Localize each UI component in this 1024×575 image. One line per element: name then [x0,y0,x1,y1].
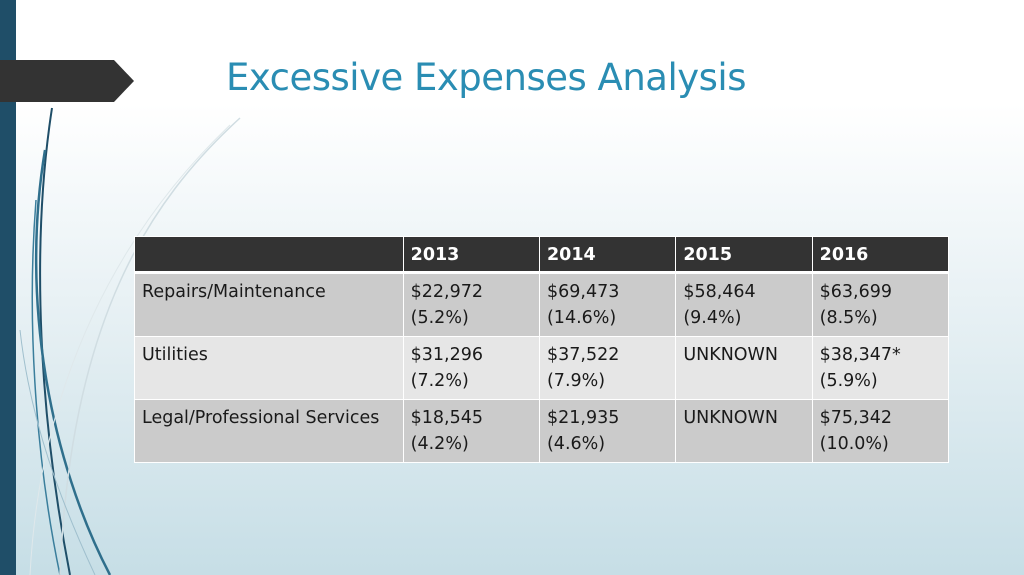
cell-amount: $69,473 [546,282,620,302]
cell-amount: UNKNOWN [683,345,778,365]
cell-percent: (4.2%) [410,434,469,454]
table-cell: $31,296 (7.2%) [402,336,540,400]
cell-amount: $38,347* [819,345,901,365]
header-cell-label [134,236,404,274]
table-header-row: 2013 2014 2015 2016 [134,236,950,274]
header-cell-2016: 2016 [811,236,950,274]
cell-percent: (8.5%) [819,308,878,328]
decorative-swooshes [19,107,241,575]
table-row: Utilities $31,296 (7.2%) $37,522 (7.9%) UN… [134,336,950,400]
cell-percent: (7.2%) [410,371,469,391]
row-label: Repairs/Maintenance [134,272,404,337]
cell-amount: UNKNOWN [683,408,778,428]
cell-amount: $18,545 [410,408,484,428]
cell-percent: (5.2%) [410,308,469,328]
header-cell-2015: 2015 [675,236,813,274]
table-row: Legal/Professional Services $18,545 (4.2%… [134,399,950,463]
cell-amount: $22,972 [410,282,484,302]
cell-amount: $58,464 [683,282,756,302]
cell-amount: $31,296 [410,345,484,365]
table-cell: $37,522 (7.9%) [538,336,677,400]
title-arrow-shape [0,60,134,102]
table-row: Repairs/Maintenance $22,972 (5.2%) $69,47… [134,272,950,337]
cell-amount: $75,342 [819,408,893,428]
cell-percent: (10.0%) [819,434,889,454]
cell-percent: (5.9%) [819,371,878,391]
table-cell: $69,473 (14.6%) [538,272,677,337]
header-cell-2014: 2014 [538,236,677,274]
table-cell: $22,972 (5.2%) [402,272,540,337]
header-cell-2013: 2013 [402,236,540,274]
expenses-table: 2013 2014 2015 2016 Repairs/Maintenance … [134,236,950,463]
table-cell: $21,935 (4.6%) [538,399,677,463]
table-cell: $75,342 (10.0%) [811,399,950,463]
table-cell: UNKNOWN [675,336,813,400]
cell-percent: (4.6%) [546,434,606,454]
cell-percent: (7.9%) [546,371,606,391]
table-cell: $63,699 (8.5%) [811,272,950,337]
slide-title: Excessive Expenses Analysis [226,56,746,99]
cell-percent: (9.4%) [683,308,742,328]
table-cell: $38,347* (5.9%) [811,336,950,400]
table-cell: UNKNOWN [675,399,813,463]
cell-percent: (14.6%) [546,308,617,328]
cell-amount: $63,699 [819,282,893,302]
cell-amount: $37,522 [546,345,620,365]
table-cell: $18,545 (4.2%) [402,399,540,463]
table-cell: $58,464 (9.4%) [675,272,813,337]
row-label: Legal/Professional Services [134,399,404,463]
cell-amount: $21,935 [546,408,620,428]
row-label: Utilities [134,336,404,400]
left-accent-bar [0,0,16,575]
